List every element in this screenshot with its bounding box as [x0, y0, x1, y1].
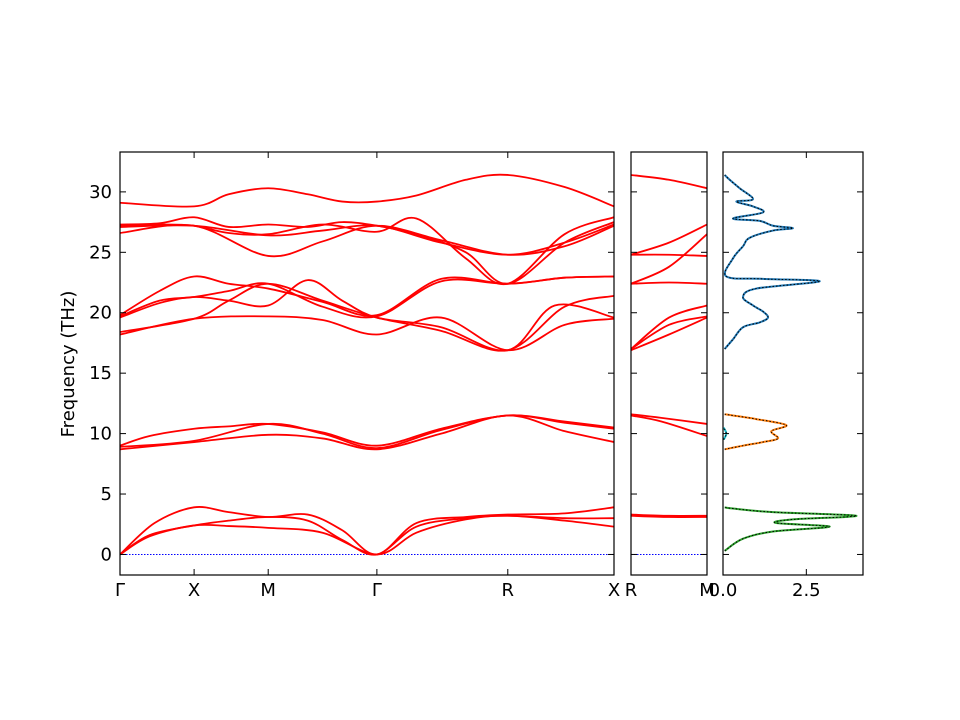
phonon-branch	[120, 224, 614, 258]
total-dos-curve	[723, 427, 727, 440]
y-tick-label: 10	[89, 424, 112, 445]
phonon-branch	[631, 414, 707, 437]
phonon-branch	[120, 315, 614, 352]
phonon-branch	[631, 253, 707, 257]
phonon-branch	[120, 514, 614, 556]
y-tick-label: 0	[101, 544, 112, 565]
plot-frame	[119, 151, 615, 576]
y-tick-label: 5	[101, 484, 112, 505]
phonon-branch	[120, 414, 614, 451]
phonon-branch	[631, 514, 707, 518]
phonon-branch	[120, 282, 614, 352]
phonon-branch	[120, 173, 614, 208]
phonon-branch	[631, 223, 707, 256]
phonon-branch	[120, 216, 614, 286]
y-tick-label: 20	[89, 303, 112, 324]
dos-lines	[723, 174, 858, 552]
x-tick-label: 2.5	[792, 580, 821, 601]
phonon-branch	[120, 414, 614, 450]
band-structure-main-panel: 0 5 10 15 20 25 30 Γ X M Γ R X	[89, 151, 620, 601]
phonon-branch	[631, 233, 707, 285]
x-tick-label: R	[625, 580, 638, 601]
x-tick-label: X	[188, 580, 200, 601]
x-tick-label: Γ	[115, 580, 125, 601]
partial-dos-curve	[724, 413, 788, 451]
phonon-branch	[631, 315, 707, 350]
partial-dos-curve	[723, 174, 821, 350]
phonon-branch	[120, 275, 614, 319]
phonon-branch	[120, 275, 614, 317]
y-tick-label: 30	[89, 182, 112, 203]
x-tick-label: 0.0	[709, 580, 738, 601]
total-dos-curve	[724, 413, 787, 450]
phonon-branch	[631, 413, 707, 425]
x-tick-label: M	[260, 580, 276, 601]
dos-panel: 0.0 2.5	[709, 151, 864, 601]
x-tick-label: X	[608, 580, 620, 601]
x-tick-label: R	[502, 580, 515, 601]
phonon-branch	[631, 513, 707, 517]
y-tick-label: 15	[89, 363, 112, 384]
phonon-branch	[120, 414, 614, 447]
band-lines	[631, 174, 707, 555]
phonon-branch	[631, 174, 707, 190]
phonon-branch	[120, 514, 614, 556]
band-lines	[120, 173, 614, 556]
phonon-branch	[120, 216, 614, 285]
phonon-branch	[631, 281, 707, 285]
x-tick-label: M	[699, 580, 715, 601]
plot-frame	[722, 151, 864, 576]
y-axis-title: Frequency (THz)	[58, 291, 79, 438]
partial-dos-curve	[724, 506, 858, 552]
y-tick-label: 25	[89, 242, 112, 263]
phonon-branch	[120, 223, 614, 256]
plot-frame	[630, 151, 708, 576]
phonon-branch	[631, 316, 707, 352]
phonon-branch	[631, 304, 707, 350]
phonon-branch	[120, 506, 614, 556]
x-tick-label: Γ	[372, 580, 382, 601]
